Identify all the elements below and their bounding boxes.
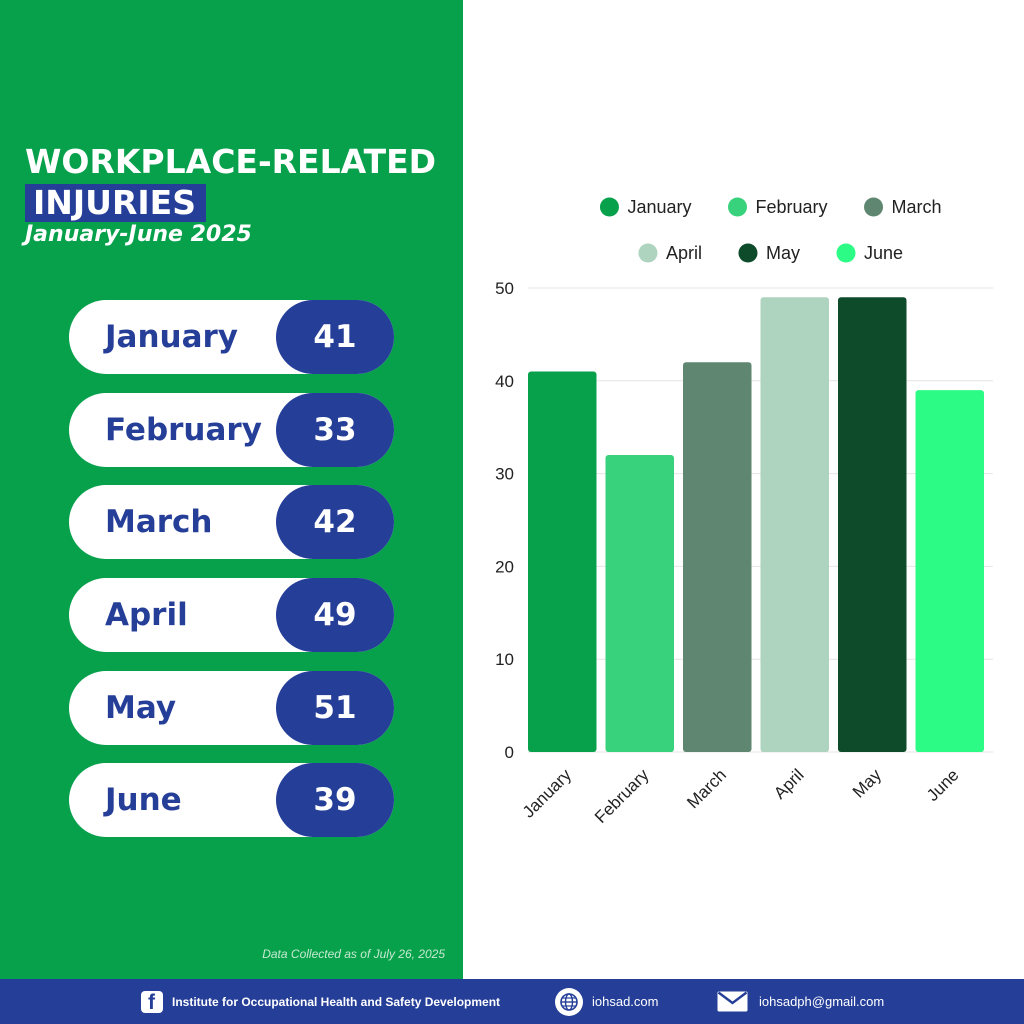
summary-row-march: March 42: [69, 485, 394, 559]
bar-march: [683, 362, 752, 752]
legend-label: February: [756, 197, 828, 217]
legend-label: May: [766, 243, 800, 263]
bar-chart: January February March April May June 0 10 20 30…: [495, 197, 993, 827]
y-tick-label: 40: [495, 372, 514, 391]
y-tick-label: 20: [495, 557, 514, 576]
legend-swatch: [836, 243, 856, 263]
summary-count-badge: 39: [276, 763, 394, 837]
summary-count-badge: 51: [276, 671, 394, 745]
data-collection-note: Data Collected as of July 26, 2025: [262, 947, 445, 961]
footer-organization[interactable]: f Institute for Occupational Health and …: [141, 979, 500, 1024]
website-link: iohsad.com: [592, 994, 659, 1009]
summary-month-label: June: [105, 782, 182, 818]
legend-label: June: [864, 243, 903, 263]
legend-swatch: [728, 197, 748, 217]
x-tick-label: April: [770, 765, 807, 802]
x-tick-label: March: [683, 765, 730, 812]
x-tick-label: February: [591, 765, 653, 827]
page-title-highlight: INJURIES: [25, 184, 206, 222]
summary-month-label: March: [105, 504, 213, 540]
legend-swatch: [864, 197, 884, 217]
legend-label: March: [892, 197, 942, 217]
summary-month-label: May: [105, 690, 177, 726]
summary-row-february: February 33: [69, 393, 394, 467]
legend-label: April: [666, 243, 702, 263]
facebook-icon: f: [141, 990, 163, 1013]
mail-icon: [716, 990, 749, 1013]
left-panel: WORKPLACE-RELATED INJURIES January-June …: [0, 0, 463, 979]
footer-website[interactable]: iohsad.com: [555, 979, 658, 1024]
y-tick-label: 0: [505, 743, 514, 762]
legend-label: January: [627, 197, 691, 217]
y-tick-label: 10: [495, 650, 514, 669]
legend-swatch: [638, 243, 658, 263]
summary-row-may: May 51: [69, 671, 394, 745]
summary-row-april: April 49: [69, 578, 394, 652]
x-tick-label: May: [849, 765, 885, 801]
y-tick-label: 50: [495, 279, 514, 298]
organization-name: Institute for Occupational Health and Sa…: [172, 994, 501, 1009]
legend-swatch: [738, 243, 758, 263]
summary-count-badge: 49: [276, 578, 394, 652]
summary-row-june: June 39: [69, 763, 394, 837]
x-tick-label: June: [923, 765, 963, 805]
bar-april: [760, 297, 829, 752]
summary-month-label: April: [105, 597, 188, 633]
x-axis-ticks: January February March April May June: [519, 765, 963, 827]
email-address: iohsadph@gmail.com: [759, 994, 885, 1009]
page-subtitle: January-June 2025: [25, 222, 252, 247]
footer-bar: f Institute for Occupational Health and …: [0, 979, 1024, 1024]
x-tick-label: January: [519, 765, 576, 822]
bar-january: [528, 371, 597, 752]
summary-count-badge: 33: [276, 393, 394, 467]
bar-june: [915, 390, 984, 752]
chart-bars: [528, 297, 984, 752]
globe-icon: [555, 987, 583, 1016]
summary-month-label: February: [105, 412, 262, 448]
legend-swatch: [599, 197, 619, 217]
page-title: WORKPLACE-RELATED: [25, 142, 437, 181]
summary-month-label: January: [105, 319, 239, 355]
y-tick-label: 30: [495, 465, 514, 484]
bar-may: [838, 297, 907, 752]
summary-count-badge: 42: [276, 485, 394, 559]
chart-legend: January February March April May June: [599, 197, 942, 263]
bar-february: [605, 455, 674, 752]
footer-email[interactable]: iohsadph@gmail.com: [716, 979, 884, 1024]
summary-row-january: January 41: [69, 300, 394, 374]
y-axis-ticks: 0 10 20 30 40 50: [495, 279, 514, 762]
summary-count-badge: 41: [276, 300, 394, 374]
